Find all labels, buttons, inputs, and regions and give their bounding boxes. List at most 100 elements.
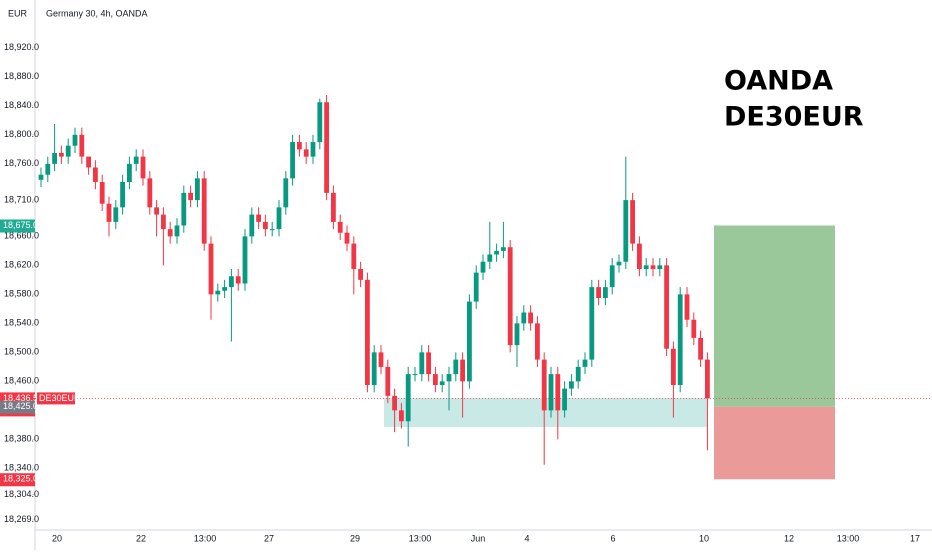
candle-body bbox=[616, 261, 622, 266]
candle-body bbox=[324, 102, 329, 193]
y-tick-label: 18,760.0 bbox=[4, 158, 39, 168]
x-tick-label: 29 bbox=[350, 533, 360, 543]
candle-body bbox=[664, 265, 669, 349]
currency: EUR bbox=[8, 8, 28, 18]
candle-body bbox=[555, 374, 561, 411]
x-tick-label: 10 bbox=[699, 533, 709, 543]
y-tick-label: 18,660.0 bbox=[4, 231, 39, 241]
x-tick-label: 13:00 bbox=[194, 533, 217, 543]
candle-body bbox=[303, 149, 309, 157]
candle-body bbox=[93, 167, 98, 182]
candle-body bbox=[276, 207, 282, 230]
candle-body bbox=[433, 374, 438, 385]
candle-body bbox=[684, 294, 690, 320]
candle-body bbox=[419, 352, 425, 375]
candle-body bbox=[256, 214, 261, 222]
candle-body bbox=[371, 352, 377, 385]
candle-body bbox=[453, 359, 459, 375]
candle-body bbox=[691, 319, 697, 338]
x-tick-label: 13:00 bbox=[409, 533, 432, 543]
candle-body bbox=[637, 243, 642, 269]
candle-body bbox=[215, 290, 221, 295]
symbol-tag-bg bbox=[37, 392, 75, 405]
candle-body bbox=[487, 254, 493, 262]
candle-body bbox=[113, 207, 119, 222]
candle-body bbox=[677, 294, 683, 385]
candle-body bbox=[344, 232, 350, 244]
x-tick-label: 4 bbox=[524, 533, 529, 543]
candle-body bbox=[378, 352, 384, 367]
candle-body bbox=[630, 200, 635, 244]
candle-body bbox=[643, 265, 649, 269]
candle-body bbox=[283, 178, 289, 208]
y-tick-label: 18,710.0 bbox=[4, 194, 39, 204]
candle-body bbox=[351, 243, 357, 269]
candle-body bbox=[331, 192, 336, 222]
candle-body bbox=[154, 207, 159, 215]
price-badge-label: 18,675.0 bbox=[3, 220, 38, 230]
candle-body bbox=[439, 381, 445, 385]
candle-body bbox=[365, 279, 370, 385]
price-badge-label: 18,436.5 bbox=[3, 393, 38, 403]
candle-body bbox=[52, 152, 57, 164]
symbol-info: Germany 30, 4h, OANDA bbox=[46, 8, 148, 18]
candle-body bbox=[38, 174, 44, 180]
candle-body bbox=[514, 323, 520, 346]
candle-body bbox=[86, 156, 91, 168]
price-badge bbox=[0, 473, 35, 487]
candle-body bbox=[195, 178, 200, 201]
candle-body bbox=[494, 250, 499, 255]
candle-body bbox=[242, 236, 248, 284]
candle-body bbox=[133, 156, 139, 164]
candle-body bbox=[405, 374, 411, 422]
y-tick-label: 18,460.0 bbox=[4, 376, 39, 386]
candle-body bbox=[147, 178, 153, 208]
y-tick-label: 18,269.0 bbox=[4, 514, 39, 524]
price-badge bbox=[0, 219, 35, 233]
x-tick-label: Jun bbox=[471, 533, 486, 543]
candle-body bbox=[72, 134, 78, 146]
candle-body bbox=[535, 323, 540, 360]
candle-body bbox=[79, 134, 85, 157]
x-tick-label: 6 bbox=[610, 533, 615, 543]
candle-body bbox=[473, 272, 479, 302]
candle-body bbox=[167, 229, 173, 237]
price-badge-label: 18,325.0 bbox=[3, 474, 38, 484]
candle-body bbox=[269, 229, 275, 231]
candle-body bbox=[426, 352, 431, 375]
candle-body bbox=[99, 181, 105, 204]
candle-body bbox=[541, 359, 547, 411]
price-badge-label: 18,425.0 bbox=[3, 401, 38, 411]
x-tick-label: 17 bbox=[910, 533, 920, 543]
candle-body bbox=[188, 192, 193, 201]
candle-body bbox=[603, 287, 608, 298]
symbol-tag: DE30EUR bbox=[39, 393, 81, 403]
stop-zone bbox=[714, 406, 835, 480]
candle-body bbox=[385, 366, 391, 396]
candle-body bbox=[249, 214, 255, 237]
candle-body bbox=[310, 142, 316, 157]
candle-body bbox=[290, 142, 295, 179]
y-tick-label: 18,304.0 bbox=[4, 489, 39, 499]
candle-body bbox=[521, 312, 527, 324]
candle-body bbox=[671, 348, 676, 385]
candle-body bbox=[235, 276, 241, 284]
candle-body bbox=[106, 203, 112, 222]
watermark: DE30EUR bbox=[724, 102, 864, 133]
candle-body bbox=[59, 152, 64, 157]
candle-body bbox=[337, 221, 343, 233]
target-zone bbox=[714, 225, 835, 407]
candle-body bbox=[174, 225, 180, 237]
candle-body bbox=[208, 243, 214, 295]
candle-body bbox=[127, 163, 132, 182]
y-tick-label: 18,880.0 bbox=[4, 71, 39, 81]
candle-body bbox=[120, 181, 125, 208]
x-tick-label: 27 bbox=[264, 533, 274, 543]
candle-body bbox=[609, 265, 615, 288]
candle-body bbox=[317, 102, 323, 143]
y-tick-label: 18,500.0 bbox=[4, 347, 39, 357]
candle-body bbox=[698, 337, 703, 360]
candle-body bbox=[412, 374, 418, 376]
candle-body bbox=[623, 200, 629, 262]
candle-body bbox=[446, 374, 452, 382]
